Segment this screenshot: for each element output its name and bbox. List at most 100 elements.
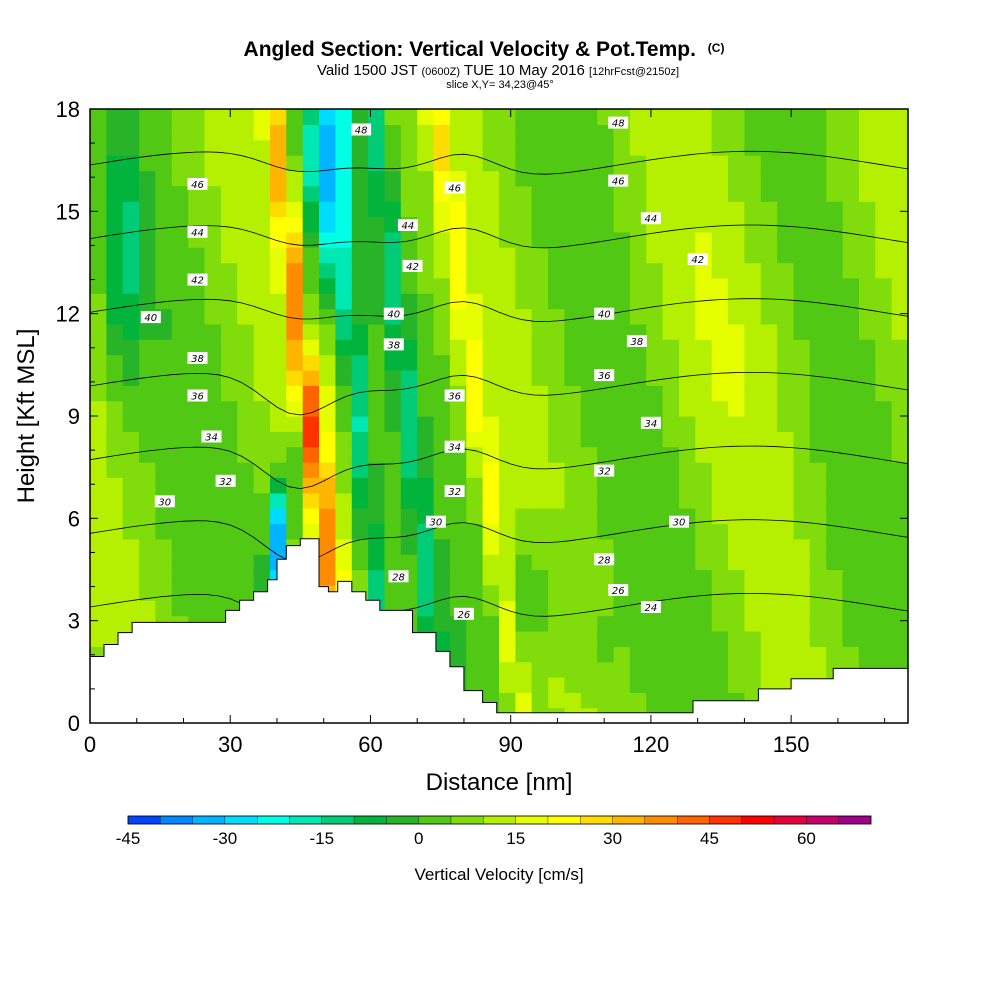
velocity-cell: [106, 109, 124, 125]
velocity-cell: [319, 554, 336, 571]
velocity-cell: [171, 431, 189, 448]
velocity-cell: [155, 109, 173, 125]
velocity-cell: [368, 323, 386, 340]
theta-label-box: [444, 181, 465, 194]
velocity-cell: [106, 231, 124, 248]
velocity-cell: [482, 201, 500, 217]
velocity-cell: [777, 277, 795, 294]
velocity-cell: [679, 492, 696, 509]
y-tick-label: 0: [68, 711, 80, 736]
velocity-cell: [351, 201, 369, 217]
velocity-cell: [482, 354, 500, 371]
velocity-cell: [891, 462, 908, 478]
velocity-cell: [564, 692, 582, 709]
velocity-cell: [270, 477, 287, 494]
velocity-cell: [499, 661, 516, 678]
theta-label-box: [187, 273, 208, 286]
velocity-cell: [548, 692, 566, 709]
theta-label: 36: [598, 371, 611, 382]
velocity-cell: [106, 370, 124, 386]
velocity-cell: [270, 293, 287, 310]
velocity-cell: [515, 323, 533, 340]
chart-title: Angled Section: Vertical Velocity & Pot.…: [244, 38, 725, 61]
velocity-cell: [646, 508, 664, 525]
velocity-cell: [90, 446, 107, 463]
velocity-cell: [613, 431, 631, 448]
velocity-cell: [515, 370, 533, 386]
velocity-cell: [662, 231, 680, 248]
velocity-cell: [695, 523, 713, 540]
velocity-cell: [237, 201, 255, 217]
velocity-cell: [679, 446, 696, 463]
velocity-cell: [777, 109, 795, 125]
velocity-cell: [155, 431, 173, 448]
velocity-cell: [744, 308, 762, 325]
velocity-cell: [286, 462, 304, 478]
velocity-cell: [646, 185, 664, 202]
velocity-cell: [679, 462, 696, 478]
velocity-cell: [564, 508, 582, 525]
velocity-cell: [515, 185, 533, 202]
velocity-cell: [891, 538, 908, 555]
velocity-cell: [122, 400, 140, 417]
velocity-cell: [139, 508, 157, 525]
velocity-cell: [302, 354, 320, 371]
velocity-cell: [122, 600, 140, 617]
velocity-cell: [858, 201, 876, 217]
velocity-cell: [826, 247, 844, 264]
theta-label-box: [608, 584, 629, 596]
velocity-cell: [400, 492, 418, 509]
velocity-cell: [515, 124, 533, 141]
velocity-cell: [466, 262, 484, 279]
velocity-cell: [531, 385, 549, 402]
velocity-cell: [384, 584, 402, 601]
velocity-cell: [760, 431, 778, 448]
velocity-cell: [253, 231, 271, 248]
velocity-cell: [417, 293, 435, 310]
velocity-cell: [515, 277, 533, 294]
velocity-cell: [744, 538, 762, 555]
velocity-cell: [875, 508, 893, 525]
velocity-cell: [613, 216, 631, 233]
velocity-cell: [760, 416, 778, 432]
velocity-cell: [597, 615, 615, 632]
velocity-cell: [286, 201, 304, 217]
velocity-cell: [597, 569, 615, 586]
velocity-cell: [270, 201, 287, 217]
velocity-cell: [204, 155, 222, 172]
velocity-cell: [548, 477, 566, 494]
velocity-cell: [711, 109, 729, 125]
velocity-cell: [744, 400, 762, 417]
velocity-cell: [515, 431, 533, 448]
velocity-cell: [368, 201, 386, 217]
velocity-cell: [662, 247, 680, 264]
theta-label-box: [608, 116, 629, 129]
velocity-cell: [286, 339, 304, 356]
velocity-cell: [891, 293, 908, 310]
velocity-cell: [253, 109, 271, 125]
velocity-cell: [679, 170, 696, 187]
velocity-cell: [302, 124, 320, 141]
velocity-cell: [580, 554, 598, 571]
velocity-cell: [188, 584, 206, 601]
velocity-cell: [826, 124, 844, 141]
velocity-cell: [237, 354, 255, 371]
velocity-cell: [351, 538, 369, 555]
velocity-cell: [400, 201, 418, 217]
velocity-cell: [433, 109, 451, 125]
velocity-cell: [826, 492, 844, 509]
velocity-cell: [531, 231, 549, 248]
velocity-cell: [728, 630, 745, 647]
velocity-cell: [548, 185, 566, 202]
velocity-cell: [270, 185, 287, 202]
velocity-cell: [875, 477, 893, 494]
velocity-cell: [728, 185, 745, 202]
velocity-cell: [531, 630, 549, 647]
velocity-cell: [302, 370, 320, 386]
velocity-cell: [466, 677, 484, 693]
velocity-cell: [220, 262, 238, 279]
velocity-cell: [171, 584, 189, 601]
theta-label-box: [154, 495, 175, 508]
velocity-cell: [90, 615, 107, 632]
velocity-cell: [793, 538, 811, 555]
